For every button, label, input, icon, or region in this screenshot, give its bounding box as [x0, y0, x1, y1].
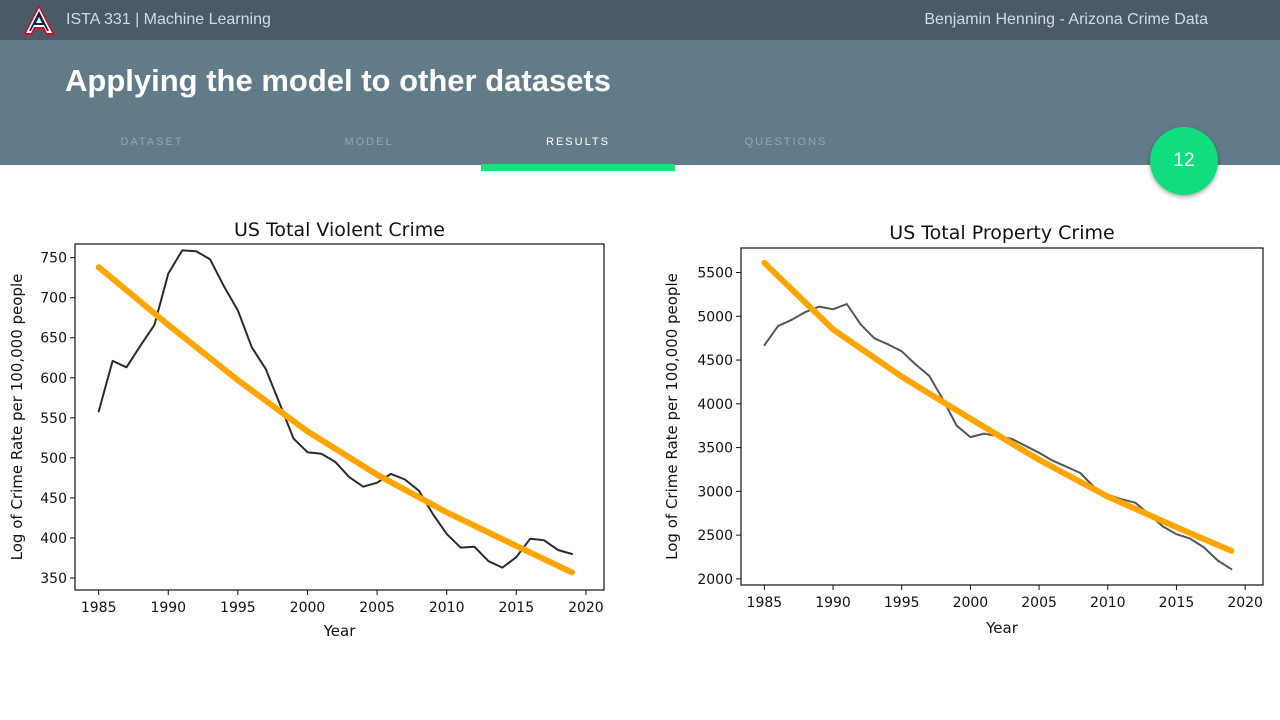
- course-title: ISTA 331 | Machine Learning: [66, 11, 271, 28]
- y-tick-label: 4000: [697, 397, 733, 413]
- x-tick-label: 2010: [1090, 595, 1126, 611]
- y-tick-label: 5000: [697, 309, 733, 325]
- violent-crime-chart: US Total Violent Crime 1985 1990 1995 2000 20…: [8, 219, 605, 640]
- x-tick-label: 2005: [359, 600, 395, 616]
- chart-title: US Total Violent Crime: [234, 219, 445, 241]
- y-tick-label: 550: [40, 411, 67, 427]
- x-tick-label: 2000: [953, 595, 989, 611]
- plot-frame: [74, 243, 605, 591]
- x-axis-label: Year: [323, 622, 357, 640]
- y-tick-label: 2500: [697, 528, 733, 544]
- y-tick-label: 3000: [697, 484, 733, 500]
- arizona-a-logo-icon: [23, 5, 55, 35]
- y-tick-label: 5500: [697, 266, 733, 282]
- nav-tab-results[interactable]: RESULTS: [546, 136, 610, 148]
- slide-title: Applying the model to other datasets: [65, 63, 611, 98]
- active-tab-indicator: [481, 164, 675, 171]
- x-tick-label: 2020: [1227, 595, 1263, 611]
- y-tick-label: 650: [40, 331, 67, 347]
- y-tick-label: 3500: [697, 441, 733, 457]
- crime-data-line: [97, 249, 573, 569]
- x-axis-label: Year: [985, 619, 1019, 637]
- x-tick-label: 1995: [884, 595, 920, 611]
- x-tick-label: 2000: [290, 600, 326, 616]
- property-crime-chart: US Total Property Crime 1985 1990 1995 2000 2…: [663, 222, 1264, 637]
- y-tick-label: 400: [40, 531, 67, 547]
- x-tick-label: 1995: [220, 600, 256, 616]
- x-tick-label: 1985: [747, 595, 783, 611]
- author-title: Benjamin Henning - Arizona Crime Data: [924, 11, 1208, 28]
- y-tick-label: 450: [40, 491, 67, 507]
- fit-curve-line: [95, 264, 575, 576]
- y-tick-label: 600: [40, 371, 67, 387]
- top-bar: ISTA 331 | Machine Learning Benjamin Hen…: [0, 0, 1280, 40]
- slide-header: Applying the model to other datasets DAT…: [0, 40, 1280, 165]
- y-tick-label: 750: [40, 251, 67, 267]
- y-axis-label: Log of Crime Rate per 100,000 people: [663, 273, 681, 560]
- x-tick-label: 2005: [1021, 595, 1057, 611]
- x-tick-label: 1985: [81, 600, 117, 616]
- nav-tab-model[interactable]: MODEL: [344, 136, 394, 148]
- fit-curve-line: [761, 259, 1235, 554]
- x-tick-label: 1990: [150, 600, 186, 616]
- x-tick-label: 2010: [429, 600, 465, 616]
- y-tick-label: 500: [40, 451, 67, 467]
- x-tick-label: 2015: [1159, 595, 1195, 611]
- y-tick-label: 4500: [697, 353, 733, 369]
- nav-tab-questions[interactable]: QUESTIONS: [744, 136, 828, 148]
- y-tick-label: 2000: [697, 572, 733, 588]
- x-tick-label: 2020: [568, 600, 604, 616]
- y-tick-label: 700: [40, 291, 67, 307]
- plot-frame: [740, 247, 1264, 586]
- x-tick-label: 1990: [815, 595, 851, 611]
- nav-tab-dataset[interactable]: DATASET: [120, 136, 184, 148]
- y-tick-label: 350: [40, 571, 67, 587]
- x-tick-label: 2015: [498, 600, 534, 616]
- chart-title: US Total Property Crime: [889, 222, 1114, 244]
- y-axis-label: Log of Crime Rate per 100,000 people: [8, 274, 26, 561]
- page-number-badge: 12: [1150, 127, 1218, 195]
